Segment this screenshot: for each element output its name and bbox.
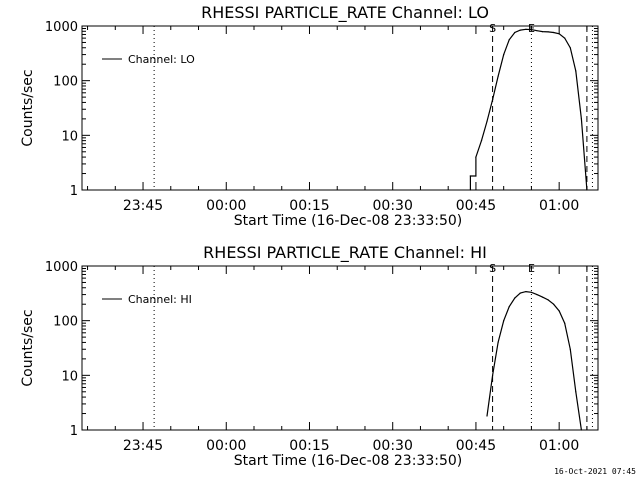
x-tick-label: 00:45 (456, 438, 496, 454)
y-tick-label: 1000 (45, 20, 78, 35)
data-point (553, 303, 555, 305)
data-point (525, 291, 527, 293)
x-tick-label: 00:15 (289, 198, 329, 214)
y-tick-label: 1 (70, 184, 78, 199)
x-tick-label: 01:00 (539, 438, 579, 454)
data-point (564, 322, 566, 324)
y-tick-label: 10 (61, 369, 78, 384)
y-tick-label: 100 (53, 315, 78, 330)
x-axis-label: Start Time (16-Dec-08 23:33:50) (234, 453, 462, 469)
data-point (497, 341, 499, 343)
chart-title: RHESSI PARTICLE_RATE Channel: HI (203, 243, 487, 263)
data-point (569, 348, 571, 350)
data-point (497, 75, 499, 77)
data-point (547, 31, 549, 33)
data-point (541, 296, 544, 298)
legend-label: Channel: LO (128, 53, 195, 66)
x-tick-label: 00:15 (289, 438, 329, 454)
x-axis-label: Start Time (16-Dec-08 23:33:50) (234, 213, 462, 229)
data-point (469, 175, 471, 177)
y-axis-label: Counts/sec (20, 309, 36, 386)
data-point (503, 320, 505, 322)
x-tick-label: 00:45 (456, 198, 496, 214)
x-tick-label: 23:45 (123, 198, 163, 214)
chart-title: RHESSI PARTICLE_RATE Channel: LO (201, 3, 489, 23)
data-point (475, 156, 477, 158)
x-tick-label: 00:30 (373, 198, 413, 214)
data-point (536, 294, 538, 296)
y-axis-label: Counts/sec (20, 69, 36, 146)
data-point (547, 299, 549, 301)
y-tick-label: 1000 (45, 260, 78, 275)
data-point (480, 140, 483, 142)
data-point (530, 29, 533, 31)
data-point (519, 292, 521, 294)
data-point (564, 37, 566, 39)
data-point (558, 310, 560, 312)
x-tick-label: 00:00 (206, 438, 246, 454)
data-point (492, 99, 494, 101)
chart-panel-lo: RHESSI PARTICLE_RATE Channel: LO 1 10 100 10… (20, 3, 599, 229)
x-tick-label: 23:45 (123, 438, 163, 454)
data-point (580, 429, 583, 431)
data-point (486, 120, 488, 122)
x-tick-label: 00:00 (206, 198, 246, 214)
y-tick-label: 100 (53, 75, 78, 90)
data-point (503, 54, 505, 56)
data-point (580, 118, 583, 120)
plot-frame (81, 265, 599, 431)
legend-label: Channel: HI (128, 293, 192, 306)
data-point (469, 189, 471, 191)
series-line (469, 28, 588, 191)
time-marker-label: E (528, 22, 535, 35)
data-point (514, 31, 516, 34)
y-tick-label: 10 (61, 129, 78, 144)
x-tick-label: 01:00 (539, 198, 579, 214)
data-point (508, 306, 510, 308)
x-tick-label: 00:30 (373, 438, 413, 454)
data-point (492, 374, 494, 376)
plot-frame (81, 25, 599, 191)
data-point (519, 29, 521, 31)
data-point (541, 31, 544, 33)
data-point (575, 391, 577, 393)
time-marker-label: S (489, 262, 496, 275)
data-point (575, 70, 577, 72)
time-marker-label: S (489, 22, 496, 35)
data-point (569, 47, 571, 49)
series-line (486, 290, 582, 431)
data-point (475, 175, 477, 177)
data-point (553, 31, 555, 34)
data-point (536, 30, 538, 32)
data-point (558, 33, 560, 35)
chart-panel-hi: RHESSI PARTICLE_RATE Channel: HI 1 10 100 10… (20, 243, 599, 469)
data-point (586, 189, 588, 191)
time-marker-label: E (528, 262, 535, 275)
data-point (514, 297, 516, 299)
data-point (508, 39, 510, 41)
data-point (486, 415, 488, 417)
plot-timestamp: 16-Oct-2021 07:45 (554, 467, 636, 476)
data-point (525, 28, 527, 30)
data-point (530, 291, 533, 293)
y-tick-label: 1 (70, 424, 78, 439)
